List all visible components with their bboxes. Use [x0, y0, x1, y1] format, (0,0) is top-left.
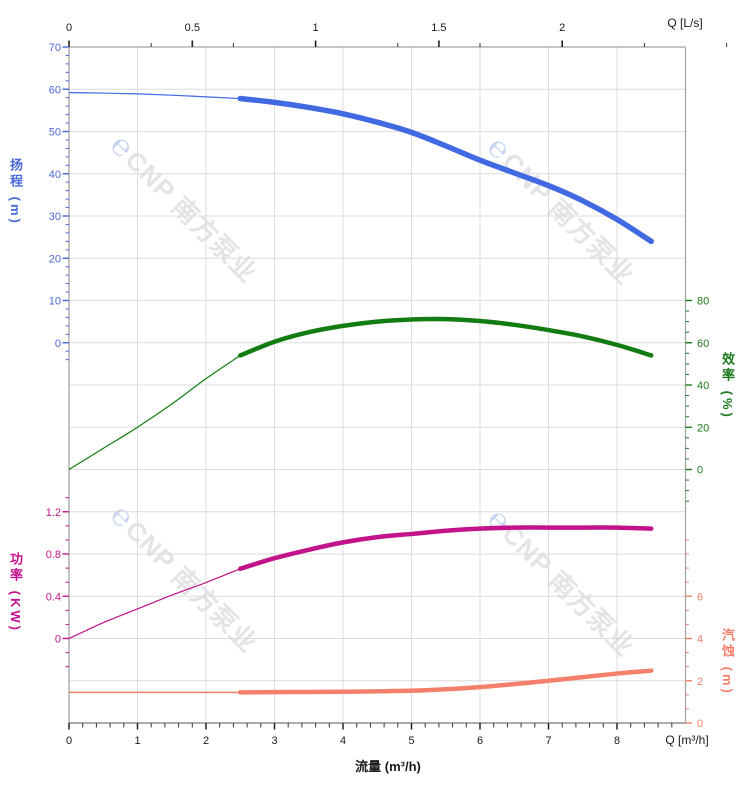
- svg-text:1: 1: [134, 735, 140, 747]
- svg-text:7: 7: [545, 735, 551, 747]
- npsh-axis-title: 汽蚀 (m): [720, 628, 735, 696]
- svg-text:0: 0: [55, 634, 61, 646]
- svg-text:30: 30: [49, 211, 61, 223]
- head-axis-title: 扬程 (m): [8, 158, 23, 226]
- svg-text:1: 1: [313, 22, 319, 34]
- svg-text:5: 5: [408, 735, 414, 747]
- svg-text:4: 4: [340, 735, 346, 747]
- efficiency-axis-title: 效率 (%): [720, 352, 735, 420]
- power-axis-title: 功率 (KW): [8, 552, 23, 633]
- top-axis-unit-label: Q [L/s]: [667, 16, 703, 30]
- flow-axis-title: 流量 (m³/h): [355, 759, 421, 774]
- svg-text:40: 40: [49, 169, 61, 181]
- svg-text:0: 0: [55, 338, 61, 350]
- svg-text:0: 0: [66, 22, 72, 34]
- svg-text:6: 6: [477, 735, 483, 747]
- svg-text:1.5: 1.5: [431, 22, 446, 34]
- svg-text:20: 20: [697, 422, 709, 434]
- svg-text:1.2: 1.2: [46, 507, 61, 519]
- svg-text:0: 0: [66, 735, 72, 747]
- svg-text:10: 10: [49, 296, 61, 308]
- svg-text:0: 0: [697, 718, 703, 730]
- svg-text:2: 2: [559, 22, 565, 34]
- svg-text:8: 8: [614, 735, 620, 747]
- svg-text:0.5: 0.5: [185, 22, 200, 34]
- svg-text:40: 40: [697, 380, 709, 392]
- svg-text:2: 2: [697, 676, 703, 688]
- svg-text:2: 2: [203, 735, 209, 747]
- svg-text:4: 4: [697, 634, 703, 646]
- svg-text:20: 20: [49, 253, 61, 265]
- svg-text:60: 60: [697, 338, 709, 350]
- svg-text:70: 70: [49, 42, 61, 54]
- svg-text:80: 80: [697, 296, 709, 308]
- svg-text:50: 50: [49, 127, 61, 139]
- svg-text:0.4: 0.4: [46, 591, 61, 603]
- bottom-axis-unit-label: Q [m³/h]: [665, 733, 709, 747]
- svg-text:0: 0: [697, 465, 703, 477]
- svg-text:6: 6: [697, 591, 703, 603]
- svg-text:3: 3: [271, 735, 277, 747]
- svg-text:60: 60: [49, 84, 61, 96]
- svg-text:0.8: 0.8: [46, 549, 61, 561]
